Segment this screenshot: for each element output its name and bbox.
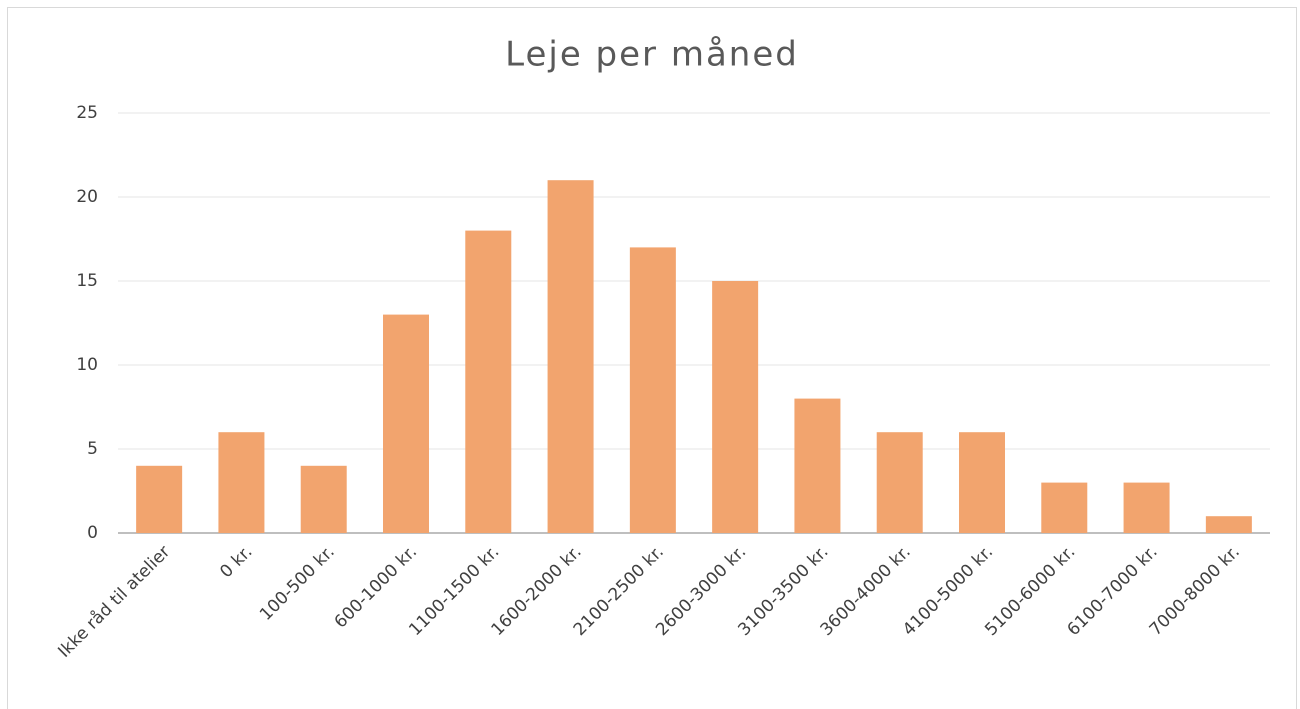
bar	[1123, 482, 1170, 533]
bar	[876, 432, 923, 533]
y-tick-label: 20	[76, 187, 98, 207]
bar	[1041, 482, 1088, 533]
y-tick-label: 15	[76, 271, 98, 291]
x-tick-label: 100-500 kr.	[256, 542, 339, 625]
chart-border	[7, 7, 1297, 709]
bar	[959, 432, 1005, 533]
x-tick-label: 0 kr.	[216, 542, 256, 582]
bar	[794, 398, 841, 533]
bar	[1205, 516, 1252, 533]
y-tick-label: 5	[87, 439, 98, 459]
x-tick-label: Ikke råd til atelier	[54, 541, 175, 662]
bar	[629, 247, 676, 533]
bar	[383, 314, 429, 533]
y-tick-label: 10	[76, 355, 98, 375]
bar	[136, 465, 183, 533]
x-tick-label: 600-1000 kr.	[331, 542, 421, 632]
y-tick-label: 0	[87, 523, 98, 543]
y-tick-label: 25	[76, 103, 98, 123]
chart-title: Leje per måned	[505, 35, 799, 75]
bar	[547, 180, 594, 533]
bar	[465, 230, 512, 533]
bar	[300, 465, 347, 533]
bar	[218, 432, 265, 533]
bar	[712, 281, 759, 533]
